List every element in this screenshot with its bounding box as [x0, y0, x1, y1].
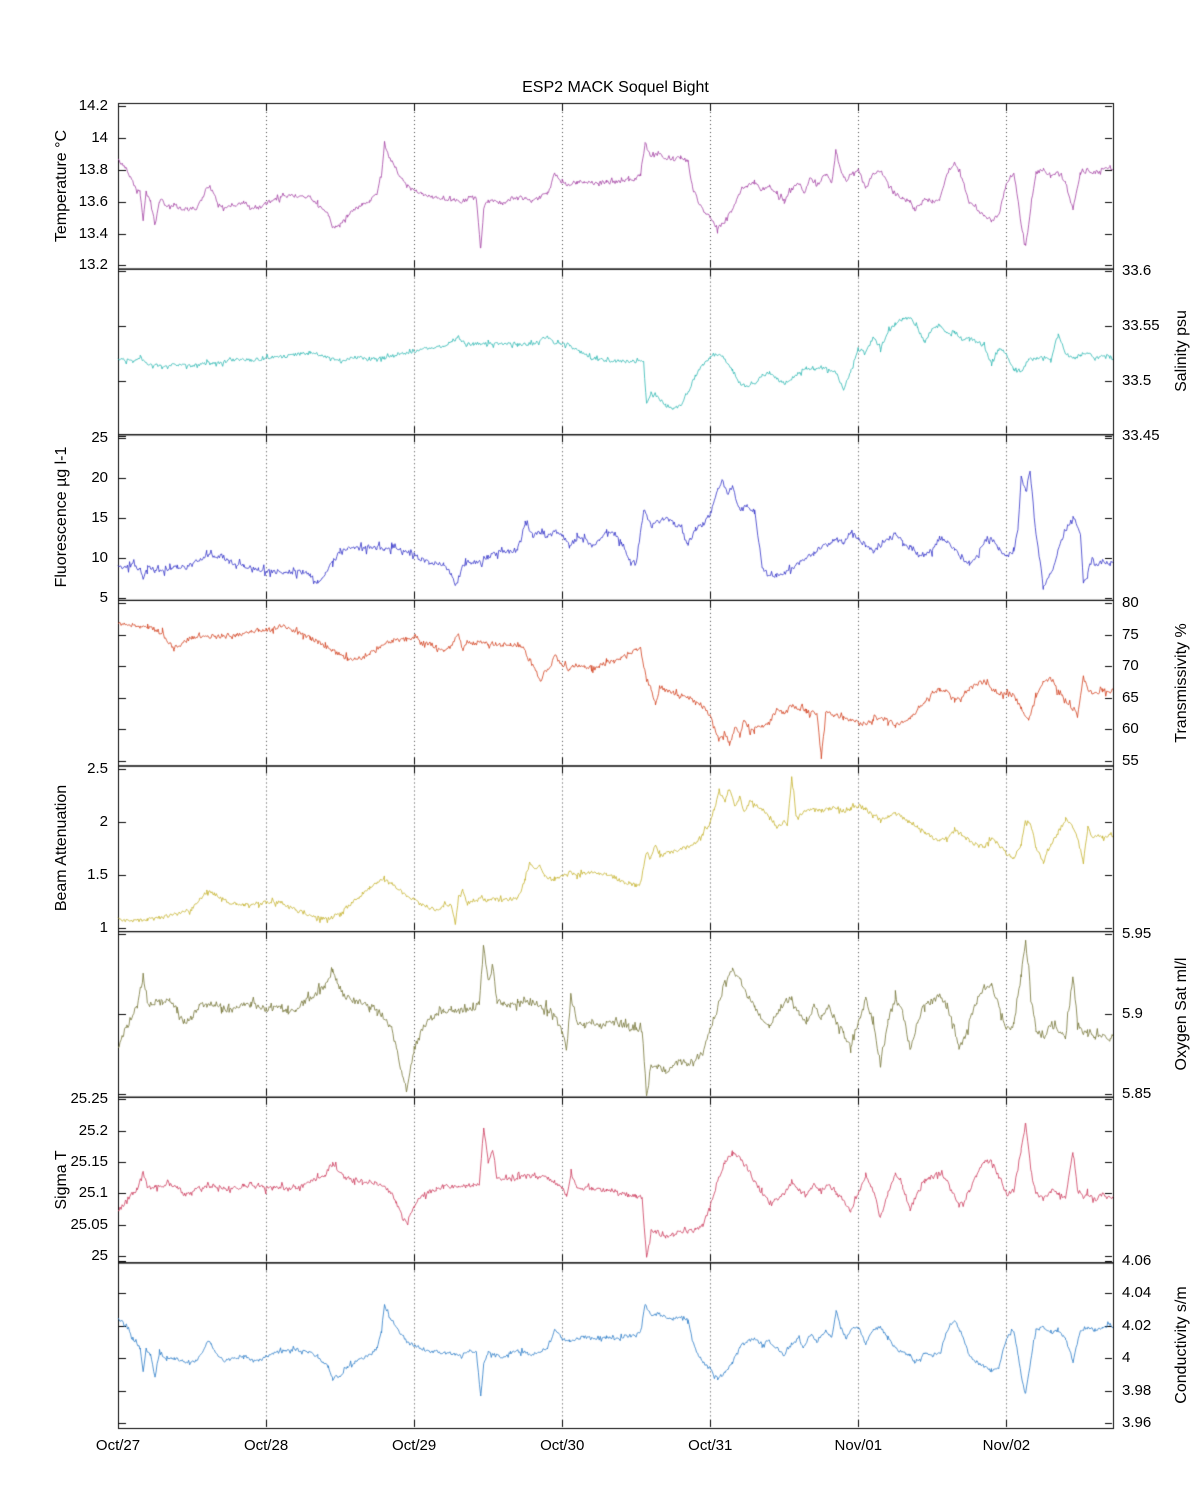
y-tick-label: 13.6	[78, 192, 108, 210]
y-tick-label: 1	[99, 918, 108, 936]
y-tick-label: 33.45	[1122, 427, 1160, 445]
y-tick-label: 20	[91, 469, 108, 487]
x-tick-label: Oct/29	[392, 1437, 437, 1454]
y-tick-label: 25.15	[70, 1152, 108, 1170]
x-tick-label: Oct/27	[95, 1437, 141, 1454]
x-tick-label: Nov/01	[834, 1437, 883, 1454]
y-axis-label: Conductivity s/m	[1173, 1286, 1190, 1404]
y-tick-label: 4.02	[1122, 1316, 1152, 1334]
y-tick-label: 33.6	[1122, 261, 1152, 279]
y-tick-label: 5	[99, 589, 108, 607]
x-tick-label: Oct/30	[540, 1437, 585, 1454]
y-tick-label: 25	[91, 429, 108, 447]
y-axis-label: Beam Attenuation	[53, 785, 70, 912]
y-tick-label: 4.04	[1122, 1284, 1152, 1302]
y-tick-label: 33.5	[1122, 372, 1152, 390]
y-tick-label: 25	[91, 1247, 108, 1265]
y-tick-label: 75	[1122, 625, 1139, 643]
y-axis-label: Temperature °C	[53, 129, 70, 242]
y-tick-label: 5.9	[1122, 1004, 1143, 1022]
y-tick-label: 80	[1122, 594, 1139, 612]
y-tick-label: 25.1	[78, 1184, 108, 1202]
y-axis-label: Sigma T	[53, 1149, 70, 1210]
y-tick-label: 13.8	[78, 160, 108, 178]
y-tick-label: 70	[1122, 657, 1139, 675]
y-tick-label: 3.98	[1122, 1381, 1152, 1399]
y-tick-label: 13.4	[78, 224, 108, 242]
y-tick-label: 2.5	[87, 759, 108, 777]
y-tick-label: 4	[1122, 1349, 1131, 1367]
y-tick-label: 55	[1122, 752, 1139, 770]
y-tick-label: 5.85	[1122, 1084, 1152, 1102]
y-tick-label: 25.25	[70, 1090, 108, 1108]
chart-title: ESP2 MACK Soquel Bight	[522, 79, 709, 96]
y-tick-label: 4.06	[1122, 1251, 1152, 1269]
y-axis-label: Oxygen Sat ml/l	[1173, 957, 1190, 1071]
y-tick-label: 14.2	[78, 97, 108, 115]
x-tick-label: Nov/02	[982, 1437, 1031, 1454]
x-tick-label: Oct/28	[243, 1437, 289, 1454]
y-axis-label: Transmissivity %	[1173, 622, 1190, 743]
y-tick-label: 3.96	[1122, 1414, 1152, 1432]
y-tick-label: 1.5	[87, 865, 108, 883]
y-axis-label: Salinity psu	[1173, 310, 1190, 393]
y-tick-label: 5.95	[1122, 925, 1152, 943]
y-tick-label: 2	[99, 812, 108, 830]
y-tick-label: 25.2	[78, 1121, 108, 1139]
y-tick-label: 65	[1122, 688, 1139, 706]
y-tick-label: 14	[91, 129, 108, 147]
x-tick-label: Oct/31	[688, 1437, 733, 1454]
y-tick-label: 10	[91, 549, 108, 567]
y-tick-label: 25.05	[70, 1215, 108, 1233]
y-tick-label: 60	[1122, 720, 1139, 738]
y-axis-label: Fluorescence µg l-1	[53, 446, 70, 588]
y-tick-label: 33.55	[1122, 317, 1160, 335]
y-tick-label: 13.2	[78, 256, 108, 274]
y-tick-label: 15	[91, 509, 108, 527]
